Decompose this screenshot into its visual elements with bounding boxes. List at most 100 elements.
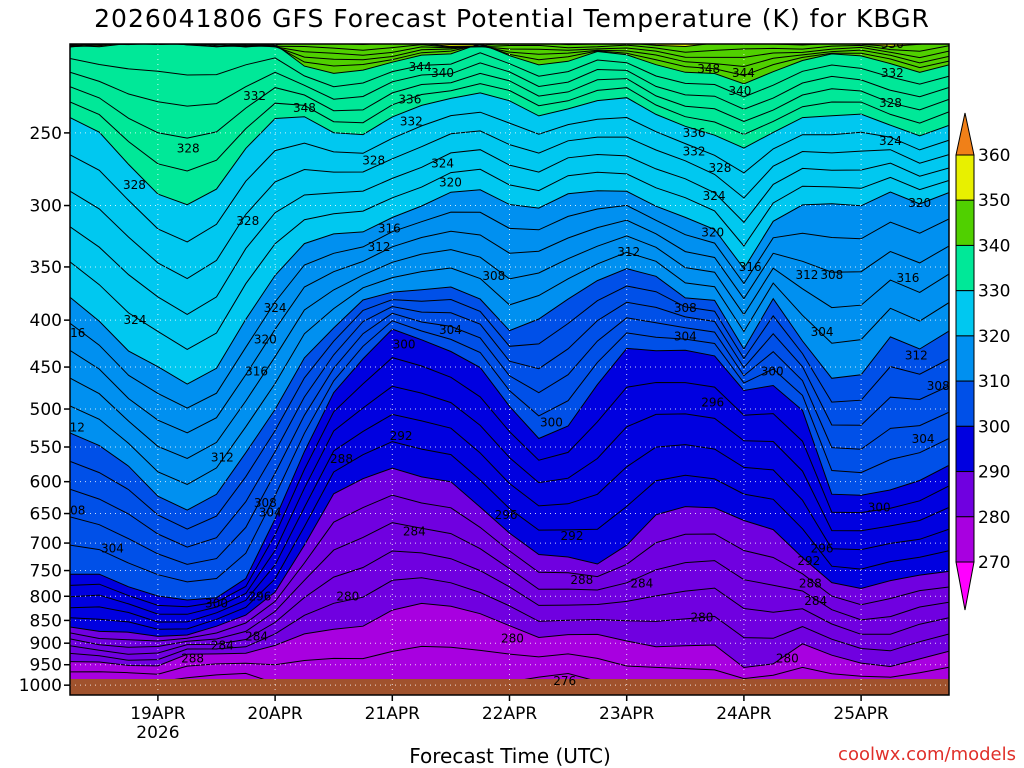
contour-label-308: 308 xyxy=(820,268,843,282)
isentrope-286 xyxy=(70,522,949,648)
contour-label-328: 328 xyxy=(177,142,200,156)
y-tick-label-1000: 1000 xyxy=(19,676,62,696)
contour-label-300: 300 xyxy=(393,337,416,351)
isentrope-302 xyxy=(70,320,949,583)
y-tick-label-900: 900 xyxy=(30,634,62,654)
contour-label-288: 288 xyxy=(181,651,204,665)
contour-label-328: 328 xyxy=(362,154,385,168)
contour-label-276: 276 xyxy=(553,674,576,688)
isentrope-352 xyxy=(95,44,486,48)
isentrope-290 xyxy=(70,467,949,637)
contour-label-292: 292 xyxy=(797,554,820,568)
contour-label-312: 312 xyxy=(368,240,391,254)
contour-label-284: 284 xyxy=(804,594,827,608)
contour-label-304: 304 xyxy=(259,505,282,519)
x-tick-label-25APR: 25APR xyxy=(833,704,889,724)
contour-label-316: 316 xyxy=(897,271,920,285)
contour-label-308: 308 xyxy=(482,269,505,283)
contour-label-320: 320 xyxy=(439,175,462,189)
isentrope-332 xyxy=(70,83,949,172)
contour-label-328: 328 xyxy=(709,161,732,175)
y-tick-label-550: 550 xyxy=(30,438,62,458)
colorbar-box-290 xyxy=(955,425,975,473)
x-tick-label-19APR: 19APR xyxy=(130,704,186,724)
isentrope-308 xyxy=(70,285,949,530)
colorbar-box-300 xyxy=(955,380,975,427)
y-tick-label-650: 650 xyxy=(30,505,62,525)
isentrope-284 xyxy=(70,550,949,655)
isentrope-348 xyxy=(70,44,949,53)
contour-label-304: 304 xyxy=(811,325,834,339)
colorbar-cap-high xyxy=(955,112,975,156)
chart-title: 2026041806 GFS Forecast Potential Temper… xyxy=(94,4,930,33)
isentrope-330 xyxy=(70,92,949,206)
contour-label-304: 304 xyxy=(912,432,935,446)
contour-label-332: 332 xyxy=(400,115,423,129)
y-tick-label-500: 500 xyxy=(30,400,62,420)
contour-label-336: 336 xyxy=(683,126,706,140)
isentrope-344 xyxy=(70,44,949,68)
isentrope-300 xyxy=(70,328,949,601)
isentrope-306 xyxy=(70,301,949,548)
grid-layer xyxy=(70,44,949,695)
theta-band-280 xyxy=(70,468,949,695)
colorbar-label-330: 330 xyxy=(978,282,1010,302)
isentrope-288 xyxy=(70,494,949,642)
y-tick-label-400: 400 xyxy=(30,311,62,331)
contour-label-308: 308 xyxy=(674,301,697,315)
y-tick-label-950: 950 xyxy=(30,656,62,676)
contour-label-348: 348 xyxy=(293,101,316,115)
contour-label-312: 312 xyxy=(905,348,928,362)
colorbar-box-310 xyxy=(955,335,975,382)
isentrope-356 xyxy=(70,44,259,48)
contour-label-296: 296 xyxy=(701,396,724,410)
isentrope-296 xyxy=(70,385,949,615)
contour-label-316: 316 xyxy=(245,364,268,378)
colorbar-box-330 xyxy=(955,244,975,292)
contour-label-320: 320 xyxy=(701,225,724,239)
isentrope-304 xyxy=(70,312,949,565)
colorbar-label-280: 280 xyxy=(978,508,1010,528)
x-tick-label-22APR: 22APR xyxy=(482,704,538,724)
contour-label-296: 296 xyxy=(249,589,272,603)
contour-label-312: 312 xyxy=(617,245,640,259)
x-tick-label-24APR: 24APR xyxy=(716,704,772,724)
contour-label-284: 284 xyxy=(211,638,234,652)
colorbar-box-270 xyxy=(955,516,975,563)
y-tick-label-850: 850 xyxy=(30,611,62,631)
contour-label-340: 340 xyxy=(729,84,752,98)
colorbar-label-270: 270 xyxy=(978,553,1010,573)
x-tick-label-21APR: 21APR xyxy=(365,704,421,724)
y-axis: 250 300 350 400 450 500 550 600 650 700 750 800 850 9… xyxy=(19,124,70,696)
x-tick-label-20APR: 20APR xyxy=(247,704,303,724)
contour-label-308: 308 xyxy=(254,496,277,510)
contour-label-304: 304 xyxy=(101,542,124,556)
contour-label-296: 296 xyxy=(811,542,834,556)
contour-label-344: 344 xyxy=(409,60,432,74)
y-tick-label-250: 250 xyxy=(30,124,62,144)
isentrope-294 xyxy=(70,413,949,623)
colorbar-label-310: 310 xyxy=(978,372,1010,392)
contour-label-280: 280 xyxy=(690,611,713,625)
contour-label-312: 312 xyxy=(211,451,234,465)
x-tick-sublabel-2026: 2026 xyxy=(136,723,179,743)
contour-label-288: 288 xyxy=(570,573,593,587)
contour-label-280: 280 xyxy=(776,651,799,665)
isentrope-318 xyxy=(70,204,949,409)
isentrope-328 xyxy=(70,111,949,243)
contour-label-344: 344 xyxy=(732,66,755,80)
isentrope-310 xyxy=(70,268,949,511)
contour-label-292: 292 xyxy=(390,429,413,443)
y-tick-label-600: 600 xyxy=(30,473,62,493)
colorbar: 270 280 290 300 310 320 330 340 350 360 xyxy=(955,112,1010,611)
contour-label-300: 300 xyxy=(761,364,784,378)
contour-label-336: 336 xyxy=(881,37,904,51)
y-tick-label-300: 300 xyxy=(30,197,62,217)
contour-label-324: 324 xyxy=(703,189,726,203)
contour-label-300: 300 xyxy=(868,500,891,514)
isentrope-324 xyxy=(70,149,949,315)
contour-label-328: 328 xyxy=(879,96,902,110)
colorbar-box-280 xyxy=(955,471,975,518)
